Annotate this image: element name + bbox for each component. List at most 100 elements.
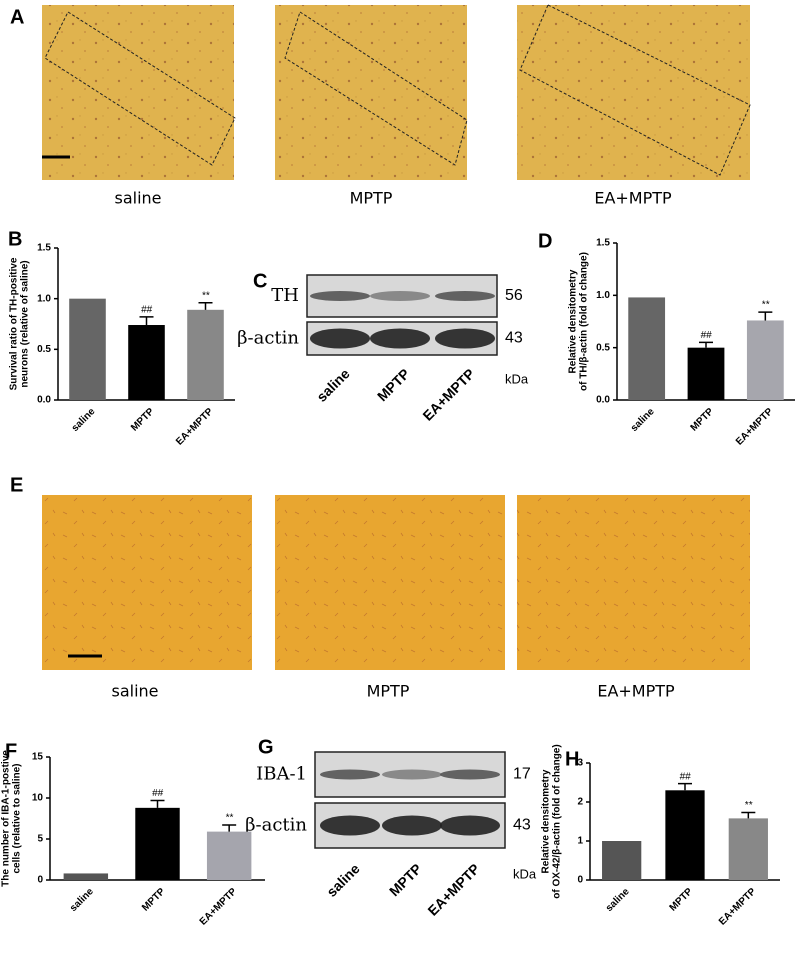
x-tick-label: EA+MPTP — [174, 406, 216, 448]
lane-label: EA+MPTP — [424, 860, 482, 918]
significance-label: ** — [202, 290, 211, 301]
micrograph — [517, 495, 750, 670]
blot-band — [320, 769, 380, 780]
y-tick-label: 0 — [37, 875, 43, 886]
error-bar — [139, 316, 154, 326]
caption: EA+MPTP — [597, 682, 675, 701]
panel-a-images — [42, 4, 751, 180]
significance-label: ** — [225, 813, 234, 824]
panel-letter: H — [565, 748, 579, 770]
blot-band — [320, 815, 380, 836]
micrograph — [275, 5, 467, 180]
y-axis-label: of TH/β-actin (fold of change) — [579, 252, 590, 391]
blot-band — [435, 291, 495, 301]
roi-box — [284, 11, 468, 166]
y-axis-label: neurons (relative of saline) — [20, 260, 31, 387]
blot-band — [440, 815, 500, 836]
y-tick-label: 0.0 — [596, 395, 610, 406]
bar — [602, 841, 642, 880]
y-axis-label: Relative densitometry — [568, 269, 579, 373]
blot-row-label: IBA-1 — [256, 764, 307, 785]
blot-band — [370, 328, 430, 349]
x-tick-label: saline — [629, 406, 657, 434]
blot-band — [310, 328, 370, 349]
panel-letter: B — [8, 228, 22, 250]
significance-label: ## — [679, 771, 691, 782]
significance-label: ## — [152, 788, 164, 799]
panel-letter: F — [5, 740, 17, 762]
lane-label: EA+MPTP — [419, 365, 477, 423]
bar — [665, 790, 705, 880]
y-tick-label: 0.5 — [596, 342, 610, 353]
blot-row-label: β-actin — [245, 815, 307, 836]
roi-box — [44, 11, 236, 166]
roi-box — [519, 4, 751, 176]
x-tick-label: MPTP — [668, 886, 696, 914]
x-tick-label: EA+MPTP — [717, 886, 759, 928]
caption: EA+MPTP — [594, 189, 672, 208]
x-tick-label: saline — [68, 886, 96, 914]
bar — [628, 297, 666, 400]
bar — [687, 347, 725, 400]
error-bar — [741, 811, 756, 819]
x-tick-label: saline — [604, 886, 632, 914]
y-tick-label: 1.5 — [37, 243, 51, 254]
unit-label: kDa — [513, 866, 537, 881]
significance-label: ** — [761, 300, 770, 311]
y-tick-label: 1 — [577, 836, 583, 847]
y-tick-label: 1.0 — [596, 290, 610, 301]
panel-letter: D — [538, 230, 552, 252]
bar — [128, 325, 165, 400]
x-tick-label: EA+MPTP — [198, 886, 240, 928]
blot-band — [382, 815, 442, 836]
lane-label: MPTP — [386, 860, 425, 899]
lane-label: saline — [313, 365, 353, 405]
bar — [746, 320, 784, 400]
kda-label: 43 — [513, 817, 531, 834]
unit-label: kDa — [505, 371, 529, 386]
y-axis-label: of OX-42/β-actin (fold of change) — [552, 744, 563, 898]
lane-label: MPTP — [374, 365, 413, 404]
micrograph — [517, 5, 750, 180]
x-tick-label: saline — [70, 406, 98, 434]
kda-label: 43 — [505, 330, 523, 347]
y-axis-label: cells (relative to saline) — [12, 763, 23, 873]
kda-label: 17 — [513, 766, 531, 783]
significance-label: ## — [141, 305, 153, 316]
lane-label: saline — [323, 860, 363, 900]
bar — [187, 309, 224, 400]
y-axis-label: The number of IBA-1-postive — [1, 750, 12, 887]
caption: MPTP — [367, 682, 410, 701]
panel-e-images — [42, 495, 750, 670]
blot-band — [382, 769, 442, 780]
bar — [69, 298, 106, 400]
y-tick-label: 1.5 — [596, 238, 610, 249]
error-bar — [678, 782, 692, 791]
blot-band — [370, 291, 430, 301]
x-tick-label: EA+MPTP — [734, 406, 776, 448]
micrograph — [275, 495, 505, 670]
error-bar — [758, 311, 773, 321]
y-tick-label: 0.5 — [37, 344, 51, 355]
y-tick-label: 0 — [577, 875, 583, 886]
x-tick-label: MPTP — [140, 886, 168, 914]
caption: MPTP — [350, 189, 393, 208]
y-tick-label: 0.0 — [37, 395, 51, 406]
error-bar — [222, 824, 237, 832]
error-bar — [150, 799, 165, 808]
y-tick-label: 3 — [577, 758, 583, 769]
blot-row-label: TH — [271, 285, 299, 306]
y-axis-label: Relative densitometry — [541, 769, 552, 873]
bar — [135, 807, 180, 880]
bar — [728, 818, 768, 880]
significance-label: ** — [744, 800, 753, 811]
panel-letter: A — [10, 6, 24, 28]
x-tick-label: MPTP — [129, 406, 157, 434]
y-tick-label: 5 — [37, 834, 43, 845]
panel-letter: G — [258, 736, 274, 758]
x-tick-label: MPTP — [689, 406, 717, 434]
blot-band — [435, 328, 495, 349]
blot-band — [310, 291, 370, 301]
significance-label: ## — [700, 330, 712, 341]
